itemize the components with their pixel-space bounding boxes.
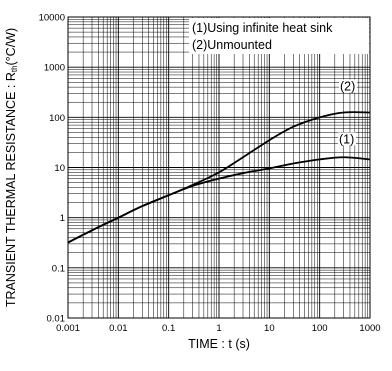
y-tick-label: 100 bbox=[49, 113, 65, 124]
x-tick-label: 100 bbox=[312, 323, 328, 334]
series-labels: (1) (2) bbox=[338, 79, 357, 146]
legend-entry-1: (1)Using infinite heat sink bbox=[192, 21, 333, 35]
series-line-2 bbox=[67, 111, 371, 244]
y-axis-title: TRANSIENT THERMAL RESISTANCE : Rth(°C/W) bbox=[4, 28, 19, 307]
series-label-background bbox=[338, 132, 356, 146]
legend-background bbox=[189, 18, 369, 54]
series-label-2: (2) bbox=[340, 79, 355, 93]
x-tick-label: 0.1 bbox=[162, 323, 175, 334]
y-tick-label: 0.01 bbox=[47, 314, 66, 325]
y-tick-label: 10 bbox=[54, 163, 65, 174]
legend: (1)Using infinite heat sink (2)Unmounted bbox=[189, 18, 369, 54]
y-axis-title-unit: (°C/W) bbox=[4, 28, 18, 66]
x-tick-labels: 0.001 0.01 0.1 1 10 100 1000 bbox=[56, 323, 380, 334]
x-tick-label: 10 bbox=[264, 323, 275, 334]
y-tick-label: 0.1 bbox=[52, 263, 65, 274]
y-axis-title-main: TRANSIENT THERMAL RESISTANCE : R bbox=[4, 72, 18, 307]
y-axis-title-subscript: th bbox=[10, 65, 19, 72]
x-tick-label: 1000 bbox=[359, 323, 380, 334]
series-lines bbox=[67, 111, 371, 244]
y-tick-labels: 0.01 0.1 1 10 100 1000 10000 bbox=[39, 13, 65, 325]
legend-entry-2: (2)Unmounted bbox=[192, 38, 272, 52]
y-tick-label: 1000 bbox=[44, 63, 65, 74]
x-tick-label: 1 bbox=[216, 323, 221, 334]
x-axis-title: TIME : t (s) bbox=[188, 337, 250, 351]
x-tick-label: 0.001 bbox=[56, 323, 80, 334]
series-label-background bbox=[339, 79, 357, 93]
y-tick-label: 10000 bbox=[39, 13, 65, 24]
series-label-1: (1) bbox=[339, 132, 354, 146]
x-tick-label: 0.01 bbox=[109, 323, 128, 334]
y-tick-label: 1 bbox=[60, 213, 65, 224]
plot-frame bbox=[67, 16, 371, 319]
